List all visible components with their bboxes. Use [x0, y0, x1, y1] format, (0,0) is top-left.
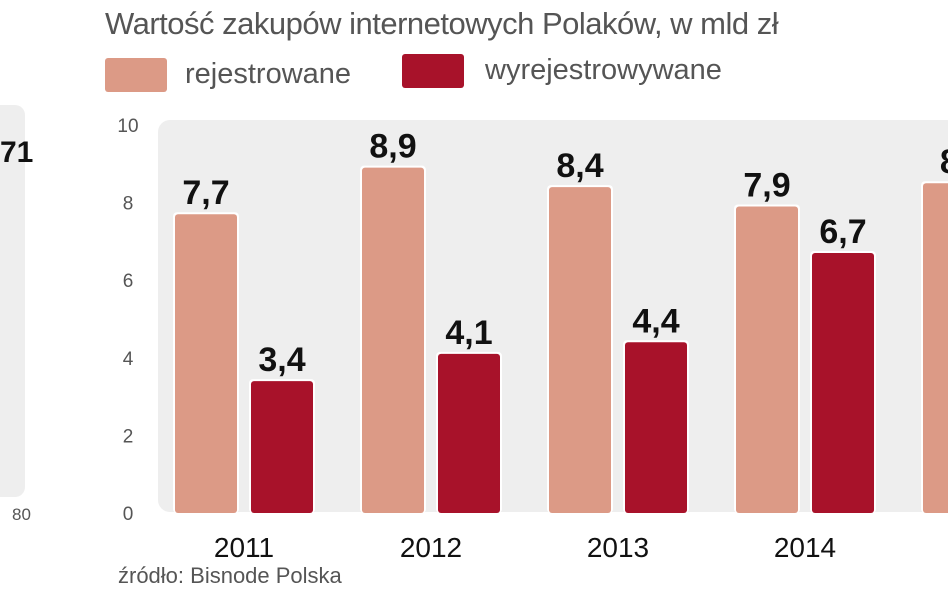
- source-note: źródło: Bisnode Polska: [118, 563, 342, 588]
- bar-wyrejestrowywane-2014: [812, 253, 874, 514]
- bar-wyrejestrowywane-2012: [438, 353, 500, 513]
- y-tick-label: 8: [123, 194, 134, 215]
- y-tick-label: 10: [117, 116, 138, 137]
- chart-title: Wartość zakupów internetowych Polaków, w…: [105, 6, 779, 41]
- data-label: 8,9: [369, 128, 416, 166]
- x-category-label: 2011: [214, 532, 274, 563]
- y-tick-label: 0: [123, 504, 134, 525]
- bar-wyrejestrowywane-2011: [251, 381, 313, 513]
- bar-rejestrowane-2011: [175, 214, 237, 514]
- left-panel-background: [0, 105, 25, 497]
- data-label: 7,9: [743, 166, 790, 204]
- data-label: 4,4: [632, 302, 679, 340]
- bar-wyrejestrowywane-2013: [625, 342, 687, 513]
- legend-swatch-rejestrowane: [105, 58, 167, 92]
- data-label: 3,4: [258, 341, 305, 379]
- left-panel-value: 71: [0, 136, 34, 169]
- x-category-label: 2014: [774, 532, 836, 563]
- data-label: 7,7: [182, 174, 229, 212]
- y-tick-label: 6: [123, 271, 134, 292]
- bar-rejestrowane-2013: [549, 187, 611, 513]
- legend-label-rejestrowane: rejestrowane: [185, 58, 352, 90]
- bar-rejestrowane-2015: [923, 183, 948, 513]
- data-label: 8,4: [556, 147, 603, 185]
- data-label: 4,1: [445, 314, 492, 352]
- bar-rejestrowane-2012: [362, 167, 424, 513]
- y-tick-label: 4: [123, 349, 134, 370]
- bar-rejestrowane-2014: [736, 206, 798, 514]
- x-category-label: 2012: [400, 532, 462, 563]
- legend-swatch-wyrejestrowywane: [402, 54, 464, 88]
- legend-label-wyrejestrowywane: wyrejestrowywane: [485, 54, 722, 86]
- data-label: 6,7: [819, 213, 866, 251]
- data-label: 8,: [940, 143, 948, 181]
- y-tick-label: 2: [123, 426, 134, 447]
- x-category-label: 2013: [587, 532, 649, 563]
- left-panel-tick: 80: [12, 505, 31, 524]
